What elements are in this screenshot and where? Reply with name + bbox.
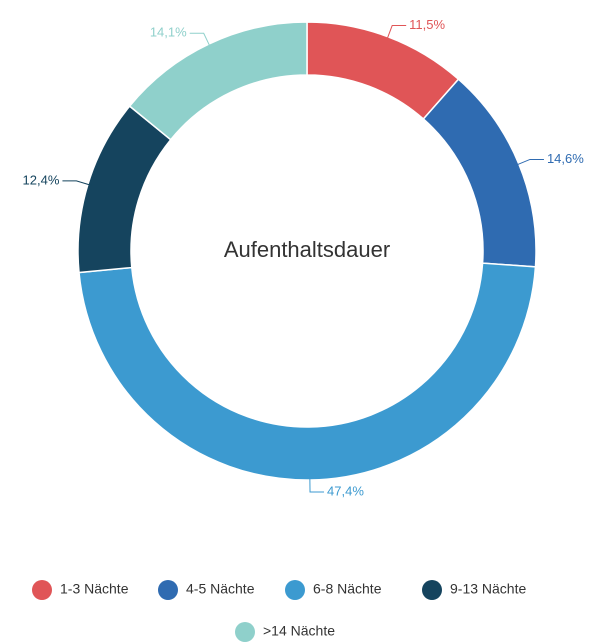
legend-marker: [285, 580, 305, 600]
legend-label: 9-13 Nächte: [450, 581, 526, 597]
leader-line: [309, 475, 325, 493]
value-label: 11,5%: [409, 17, 445, 32]
value-label: 14,1%: [150, 25, 187, 40]
leader-line: [189, 32, 212, 48]
donut-segment: [78, 262, 537, 481]
chart-title: Aufenthaltsdauer: [224, 237, 390, 262]
value-label: 14,6%: [547, 151, 584, 166]
legend-marker: [235, 622, 255, 642]
donut-segment: [422, 78, 537, 268]
donut-segment: [77, 105, 172, 274]
value-label: 12,4%: [23, 172, 60, 187]
donut-segment: [128, 21, 308, 141]
leader-line: [386, 25, 407, 41]
legend-label: 1-3 Nächte: [60, 581, 129, 597]
leader-line: [62, 180, 92, 186]
legend-label: 4-5 Nächte: [186, 581, 255, 597]
legend-label: 6-8 Nächte: [313, 581, 382, 597]
legend-marker: [422, 580, 442, 600]
value-label: 47,4%: [327, 483, 364, 498]
legend-label: >14 Nächte: [263, 623, 335, 639]
legend-marker: [32, 580, 52, 600]
legend-marker: [158, 580, 178, 600]
leader-line: [514, 158, 544, 167]
